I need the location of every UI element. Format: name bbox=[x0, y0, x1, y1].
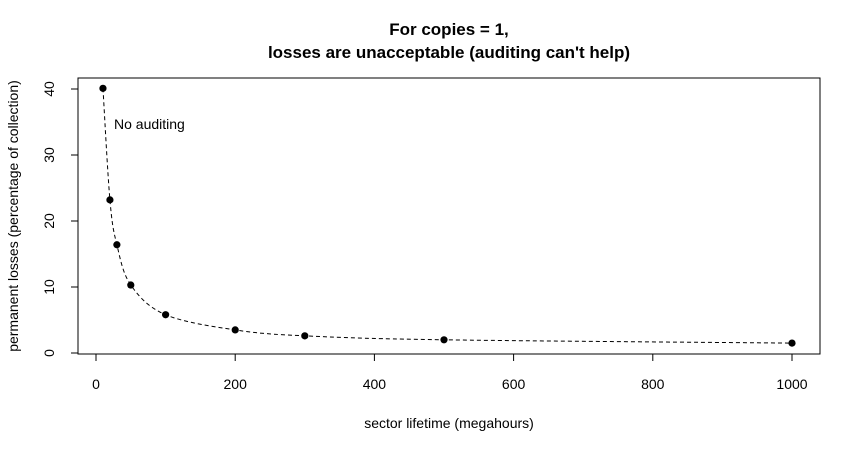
data-point bbox=[162, 311, 170, 319]
chart-title-line-2: losses are unacceptable (auditing can't … bbox=[268, 43, 630, 62]
x-tick-label: 200 bbox=[224, 376, 248, 392]
x-tick-label: 600 bbox=[502, 376, 526, 392]
annotation-no-auditing: No auditing bbox=[114, 116, 185, 132]
x-tick-label: 1000 bbox=[776, 376, 807, 392]
y-axis-label: permanent losses (percentage of collecti… bbox=[5, 80, 21, 352]
x-tick-label: 400 bbox=[363, 376, 387, 392]
data-point bbox=[301, 332, 309, 340]
y-axis: 0 10 20 30 40 bbox=[41, 81, 79, 357]
x-axis-label: sector lifetime (megahours) bbox=[364, 415, 534, 431]
chart-title-line-1: For copies = 1, bbox=[389, 20, 509, 39]
x-tick-label: 800 bbox=[641, 376, 665, 392]
y-tick-label: 0 bbox=[41, 349, 57, 357]
data-point bbox=[127, 281, 135, 289]
y-tick-label: 30 bbox=[41, 147, 57, 163]
data-point bbox=[231, 326, 239, 334]
data-point bbox=[106, 196, 114, 204]
data-points bbox=[99, 84, 796, 347]
y-tick-label: 10 bbox=[41, 279, 57, 295]
y-tick-label: 20 bbox=[41, 213, 57, 229]
x-tick-label: 0 bbox=[92, 376, 100, 392]
data-point bbox=[440, 336, 448, 344]
x-axis: 0 200 400 600 800 1000 bbox=[92, 353, 808, 392]
data-point bbox=[99, 84, 107, 92]
data-point bbox=[788, 339, 796, 347]
series-line bbox=[102, 88, 793, 344]
data-point bbox=[113, 241, 121, 249]
plot-frame bbox=[77, 77, 821, 355]
y-tick-label: 40 bbox=[41, 81, 57, 97]
